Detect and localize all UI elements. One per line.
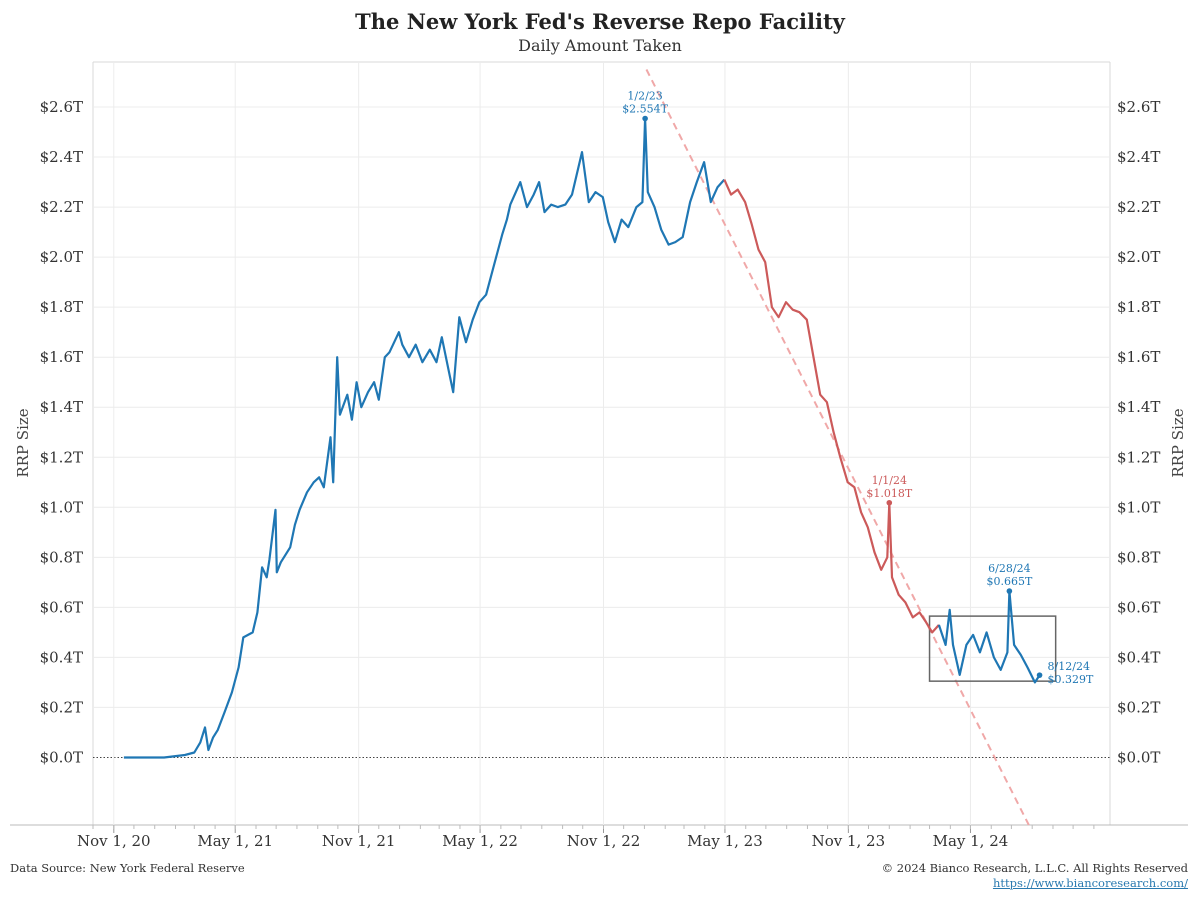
copyright-note: © 2024 Bianco Research, L.L.C. All Right… xyxy=(881,861,1188,875)
y-tick-label-right: $1.8T xyxy=(1117,298,1160,316)
y-tick-label-left: $0.0T xyxy=(40,748,83,766)
x-tick-label: May 1, 22 xyxy=(442,832,518,850)
x-tick-label: May 1, 23 xyxy=(687,832,763,850)
y-tick-label-right: $0.4T xyxy=(1117,648,1160,666)
annotation-point xyxy=(1036,672,1043,678)
y-tick-label-left: $1.2T xyxy=(40,448,83,466)
y-axis-title-left: RRP Size xyxy=(14,408,32,477)
annotation-value-label: $2.554T xyxy=(622,103,668,116)
y-tick-label-left: $0.6T xyxy=(40,598,83,616)
y-tick-label-left: $0.8T xyxy=(40,548,83,566)
x-tick-label: Nov 1, 23 xyxy=(812,832,886,850)
axis-layer: $0.0T $0.0T $0.2T $0.2T $0.4T $0.4T $0.6T $0.6T… xyxy=(14,98,1187,850)
y-tick-label-left: $0.2T xyxy=(40,698,83,716)
y-tick-label-right: $1.2T xyxy=(1117,448,1160,466)
website-link[interactable]: https://www.biancoresearch.com/ xyxy=(992,876,1188,890)
chart-title: The New York Fed's Reverse Repo Facility xyxy=(355,9,845,34)
y-tick-label-left: $1.4T xyxy=(40,398,83,416)
annotation-value-label: $0.329T xyxy=(1048,673,1094,686)
data-layer xyxy=(123,69,1057,826)
x-tick-label: Nov 1, 20 xyxy=(77,832,151,850)
grid-layer xyxy=(10,61,1188,833)
y-tick-label-left: $1.8T xyxy=(40,298,83,316)
y-tick-label-left: $2.6T xyxy=(40,98,83,116)
y-tick-label-right: $0.2T xyxy=(1117,698,1160,716)
y-tick-label-right: $2.0T xyxy=(1117,248,1160,266)
x-tick-label: May 1, 21 xyxy=(197,832,273,850)
y-tick-label-left: $0.4T xyxy=(40,648,83,666)
annotation-value-label: $0.665T xyxy=(986,575,1032,588)
y-tick-label-right: $1.4T xyxy=(1117,398,1160,416)
y-tick-label-right: $0.6T xyxy=(1117,598,1160,616)
y-axis-title-right: RRP Size xyxy=(1169,408,1187,477)
annotation-date-label: 1/1/24 xyxy=(872,474,907,487)
annotation-date-label: 1/2/23 xyxy=(627,90,662,103)
y-tick-label-right: $2.2T xyxy=(1117,198,1160,216)
series-line-2 xyxy=(723,179,940,634)
annotation-date-label: 6/28/24 xyxy=(988,562,1030,575)
annotation-date-label: 8/12/24 xyxy=(1048,660,1090,673)
y-tick-label-right: $1.6T xyxy=(1117,348,1160,366)
highlight-box xyxy=(928,615,1057,682)
annotation-point xyxy=(1006,588,1013,594)
chart-subtitle: Daily Amount Taken xyxy=(518,36,682,55)
y-tick-label-right: $1.0T xyxy=(1117,498,1160,516)
y-tick-label-left: $1.6T xyxy=(40,348,83,366)
y-tick-label-right: $2.4T xyxy=(1117,148,1160,166)
annotation-value-label: $1.018T xyxy=(866,487,912,500)
series-line-3 xyxy=(937,590,1041,684)
annotation-point xyxy=(642,115,648,122)
x-tick-label: Nov 1, 21 xyxy=(322,832,396,850)
y-tick-label-left: $2.2T xyxy=(40,198,83,216)
data-source-note: Data Source: New York Federal Reserve xyxy=(10,861,245,875)
y-tick-label-left: $2.0T xyxy=(40,248,83,266)
y-tick-label-right: $0.8T xyxy=(1117,548,1160,566)
annotation-layer: 1/2/23$2.554T 1/1/24$1.018T 6/28/24$0.665T… xyxy=(622,90,1094,687)
y-tick-label-left: $2.4T xyxy=(40,148,83,166)
series-line-1 xyxy=(123,117,726,759)
annotation-point xyxy=(886,499,893,506)
y-tick-label-right: $0.0T xyxy=(1117,748,1160,766)
x-tick-label: Nov 1, 22 xyxy=(567,832,641,850)
y-tick-label-left: $1.0T xyxy=(40,498,83,516)
y-tick-label-right: $2.6T xyxy=(1117,98,1160,116)
x-tick-label: May 1, 24 xyxy=(933,832,1009,850)
